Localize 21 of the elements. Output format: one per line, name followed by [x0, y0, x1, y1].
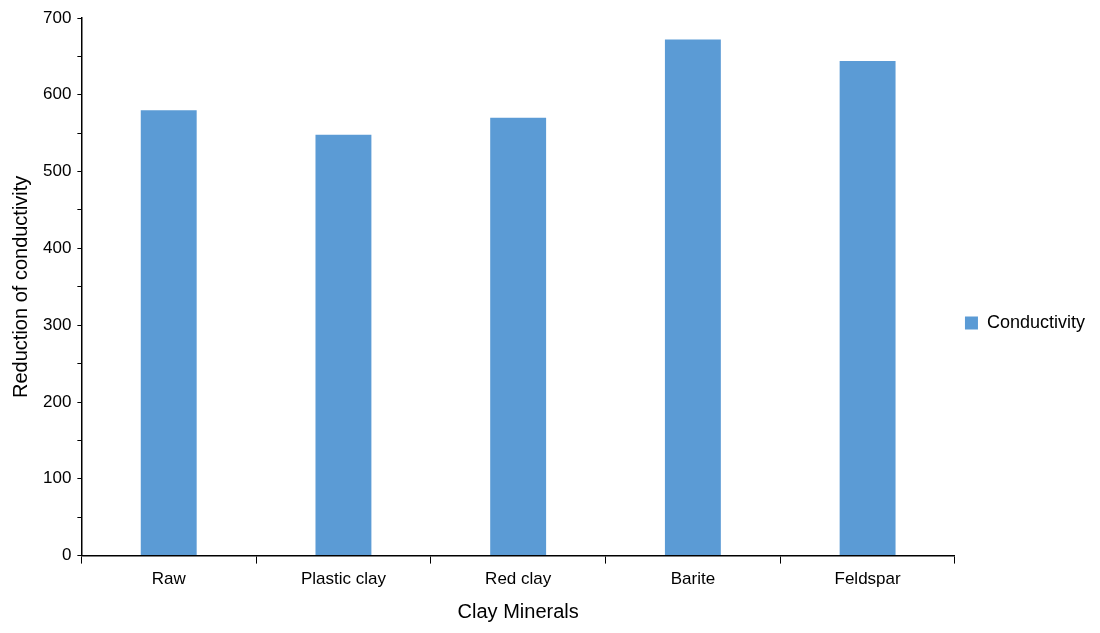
x-tick-label: Raw	[151, 569, 187, 589]
y-axis-title: Reduction of conductivity	[8, 175, 31, 398]
x-tick-label: Plastic clay	[300, 569, 387, 589]
bar	[664, 39, 721, 556]
bar	[140, 110, 197, 556]
y-tick-label: 0	[61, 545, 72, 565]
y-tick-label: 700	[42, 7, 72, 27]
y-tick-label: 200	[42, 391, 72, 411]
x-tick-label: Feldspar	[834, 569, 902, 589]
x-tick-label: Barite	[670, 569, 716, 589]
bar	[839, 61, 896, 556]
bar	[490, 117, 547, 556]
y-tick-label: 500	[42, 161, 72, 181]
y-tick-label: 400	[42, 238, 72, 258]
y-tick-label: 600	[42, 84, 72, 104]
x-tick-label: Red clay	[485, 569, 552, 589]
y-tick-label: 300	[42, 314, 72, 334]
y-tick-label: 100	[42, 468, 72, 488]
x-axis-title: Clay Minerals	[457, 599, 579, 622]
bar	[315, 134, 372, 556]
legend-label: Conductivity	[986, 311, 1085, 332]
